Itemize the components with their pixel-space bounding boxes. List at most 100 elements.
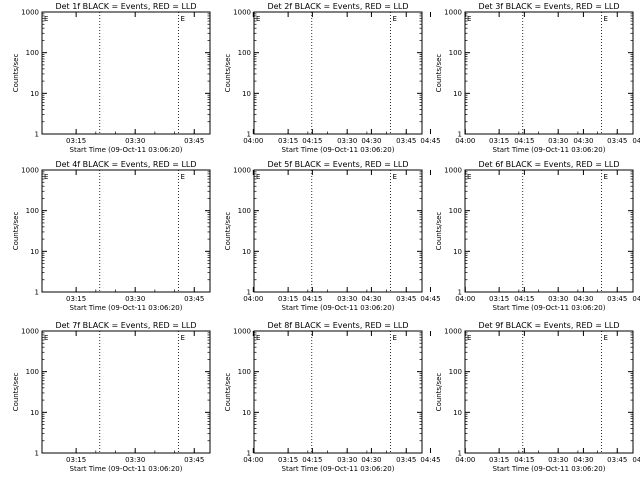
x-axis-label: Start Time (09-Oct-11 03:06:20) [282,465,395,473]
x-tick-label: 04:00 [243,295,263,303]
chart-panel: Det 3f BLACK = Events, RED = LLD 1 10 100 10… [435,2,634,154]
x-axis-label: Start Time (09-Oct-11 03:06:20) [493,465,606,473]
y-axis-label: Counts/sec [435,373,443,412]
chart-panel: Det 5f BLACK = Events, RED = LLD 1 10 100 10… [224,160,640,312]
plot-frame [253,169,423,293]
x-tick-label: 03:30 [337,456,357,464]
x-tick-label: 04:30 [573,295,593,303]
y-tick-label: 100 [238,207,251,215]
y-tick-label: 1 [247,131,251,139]
x-tick-label: 04:45 [632,137,640,145]
y-tick-label: 1 [458,289,462,297]
x-tick-label: 04:15 [302,137,322,145]
y-tick-label: 1000 [21,328,39,336]
chart-panel: Det 9f BLACK = Events, RED = LLD 1 10 100 10… [435,321,634,473]
marker-label: E [604,173,608,181]
y-axis-label: Counts/sec [224,373,232,412]
x-tick-label: 04:15 [514,456,534,464]
x-tick-label: 04:45 [632,456,640,464]
y-tick-label: 10 [242,248,251,256]
x-axis-label: Start Time (09-Oct-11 03:06:20) [493,146,606,154]
chart-panel: Det 7f BLACK = Events, RED = LLD11010010… [12,321,441,473]
x-tick-label: 03:45 [607,456,627,464]
x-tick-label: 04:15 [514,295,534,303]
x-tick-label: 03:45 [396,137,416,145]
plot-frame [464,11,634,135]
chart-panel: Det 1f BLACK = Events, RED = LLD11010010… [12,2,441,154]
y-tick-label: 1000 [444,9,462,17]
plot-frame [253,11,423,135]
x-tick-label: 03:45 [184,456,204,464]
y-axis-label: Counts/sec [224,212,232,251]
y-tick-label: 1000 [21,9,39,17]
x-tick-label: 03:15 [278,456,298,464]
x-tick-label: 04:00 [455,456,475,464]
x-tick-label: 03:30 [548,295,568,303]
x-tick-label: 03:30 [125,137,145,145]
x-tick-label: 03:15 [489,137,509,145]
x-tick-label: 04:30 [573,456,593,464]
y-tick-label: 1 [35,289,39,297]
x-tick-label: 03:15 [66,295,86,303]
x-tick-label: 03:45 [396,295,416,303]
x-tick-label: 04:30 [573,137,593,145]
marker-label: E [467,15,471,23]
x-tick-label: 03:30 [125,295,145,303]
x-tick-label: 04:45 [420,137,440,145]
chart-panel: Det 2f BLACK = Events, RED = LLD 1 10 100 10… [224,2,640,154]
x-tick-label: 04:30 [361,295,381,303]
marker-label: E [393,15,397,23]
y-tick-label: 10 [453,409,462,417]
y-tick-label: 10 [30,90,39,98]
panel-title: Det 5f BLACK = Events, RED = LLD [267,160,408,169]
x-tick-label: 04:45 [420,456,440,464]
y-tick-label: 10 [30,248,39,256]
y-tick-label: 1000 [233,167,251,175]
marker-label: E [604,334,608,342]
x-tick-label: 04:45 [632,295,640,303]
marker-label: E [393,173,397,181]
x-axis-label: Start Time (09-Oct-11 03:06:20) [282,304,395,312]
panel-title: Det 3f BLACK = Events, RED = LLD [478,2,619,11]
x-tick-label: 04:15 [302,295,322,303]
y-axis-label: Counts/sec [435,212,443,251]
panel-title: Det 2f BLACK = Events, RED = LLD [267,2,408,11]
x-axis-label: Start Time (09-Oct-11 03:06:20) [70,304,183,312]
plot-frame [253,330,423,454]
marker-label: E [44,334,48,342]
x-axis-label: Start Time (09-Oct-11 03:06:20) [282,146,395,154]
marker-label: E [44,173,48,181]
marker-label: E [467,173,471,181]
y-tick-label: 100 [238,368,251,376]
x-tick-label: 04:00 [455,137,475,145]
x-tick-label: 03:15 [278,137,298,145]
x-tick-label: 03:45 [607,295,627,303]
x-tick-label: 03:15 [278,295,298,303]
panel-title: Det 7f BLACK = Events, RED = LLD [55,321,196,330]
x-tick-label: 03:15 [66,137,86,145]
marker-label: E [467,334,471,342]
x-tick-label: 04:00 [243,137,263,145]
y-tick-label: 1 [458,450,462,458]
x-tick-label: 03:30 [125,456,145,464]
y-tick-label: 1 [35,131,39,139]
plot-frame [41,11,211,135]
x-tick-label: 03:45 [184,295,204,303]
x-tick-label: 03:30 [548,137,568,145]
y-axis-label: Counts/sec [12,373,20,412]
y-tick-label: 1 [35,450,39,458]
marker-label: E [181,173,185,181]
plot-frame [41,169,211,293]
x-axis-label: Start Time (09-Oct-11 03:06:20) [70,465,183,473]
chart-panel: Det 6f BLACK = Events, RED = LLD 1 10 100 10… [435,160,634,312]
y-tick-label: 100 [449,207,462,215]
y-tick-label: 100 [238,49,251,57]
panel-title: Det 4f BLACK = Events, RED = LLD [55,160,196,169]
x-tick-label: 04:30 [361,137,381,145]
marker-label: E [256,334,260,342]
x-tick-label: 03:15 [489,456,509,464]
y-tick-label: 1 [247,450,251,458]
y-tick-label: 10 [453,90,462,98]
marker-label: E [256,173,260,181]
